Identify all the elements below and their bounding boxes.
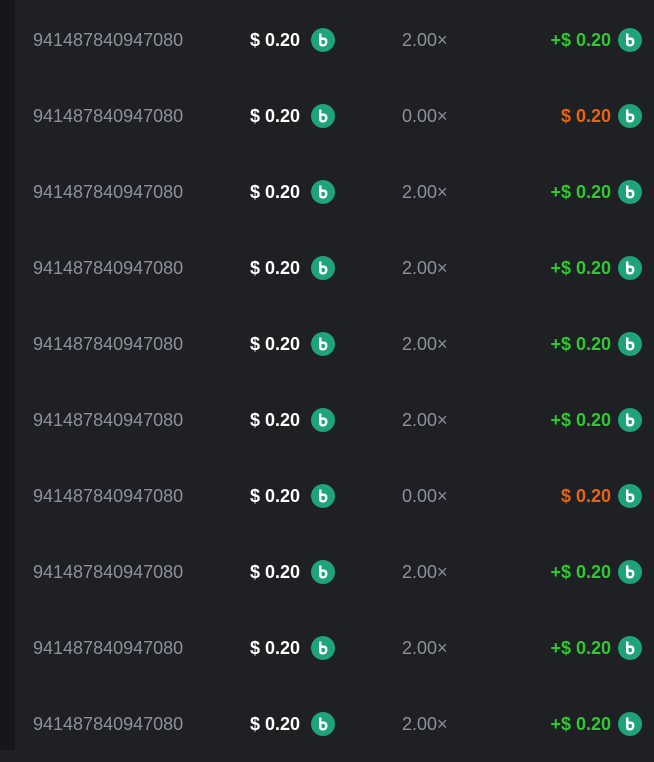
bet-row: 941487840947080 $ 0.20 0.00× $ 0.20 [15,458,654,534]
multiplier: 2.00× [402,562,448,582]
bet-id: 941487840947080 [33,30,184,50]
bet-id: 941487840947080 [33,562,184,582]
payout: +$ 0.20 [550,182,611,202]
coin-icon [311,408,335,432]
bet-amount: $ 0.20 [250,182,301,202]
multiplier: 2.00× [402,714,448,734]
bet-id: 941487840947080 [33,182,184,202]
payout: +$ 0.20 [550,410,611,430]
bet-row: 941487840947080 $ 0.20 2.00× +$ 0.20 [15,534,654,610]
coin-icon [311,332,335,356]
bet-row: 941487840947080 $ 0.20 2.00× +$ 0.20 [15,610,654,686]
payout: $ 0.20 [560,486,611,506]
coin-icon [618,484,642,508]
payout: +$ 0.20 [550,334,611,354]
coin-icon [618,104,642,128]
bet-amount: $ 0.20 [250,486,301,506]
bet-id: 941487840947080 [33,106,184,126]
bet-id: 941487840947080 [33,410,184,430]
coin-icon [618,636,642,660]
bet-amount: $ 0.20 [250,638,301,658]
bet-row: 941487840947080 $ 0.20 2.00× +$ 0.20 [15,154,654,230]
multiplier: 2.00× [402,258,448,278]
bet-id: 941487840947080 [33,714,184,734]
bet-amount: $ 0.20 [250,714,301,734]
bet-amount: $ 0.20 [250,258,301,278]
multiplier: 2.00× [402,30,448,50]
bet-amount: $ 0.20 [250,334,301,354]
bet-row: 941487840947080 $ 0.20 0.00× $ 0.20 [15,78,654,154]
coin-icon [311,256,335,280]
coin-icon [618,256,642,280]
bet-id: 941487840947080 [33,258,184,278]
coin-icon [311,104,335,128]
bet-row: 941487840947080 $ 0.20 2.00× +$ 0.20 [15,306,654,382]
coin-icon [618,408,642,432]
multiplier: 2.00× [402,410,448,430]
payout: $ 0.20 [560,106,611,126]
bet-row: 941487840947080 $ 0.20 2.00× +$ 0.20 [15,382,654,458]
bet-row: 941487840947080 $ 0.20 2.00× +$ 0.20 [15,2,654,78]
multiplier: 2.00× [402,638,448,658]
coin-icon [311,484,335,508]
bet-amount: $ 0.20 [250,410,301,430]
coin-icon [311,180,335,204]
payout: +$ 0.20 [550,30,611,50]
payout: +$ 0.20 [550,258,611,278]
coin-icon [618,332,642,356]
multiplier: 2.00× [402,182,448,202]
coin-icon [618,28,642,52]
coin-icon [311,28,335,52]
bet-amount: $ 0.20 [250,562,301,582]
multiplier: 0.00× [402,486,448,506]
bet-id: 941487840947080 [33,334,184,354]
coin-icon [618,560,642,584]
coin-icon [311,560,335,584]
coin-icon [311,636,335,660]
bet-row: 941487840947080 $ 0.20 2.00× +$ 0.20 [15,230,654,306]
coin-icon [311,712,335,736]
bet-row: 941487840947080 $ 0.20 2.00× +$ 0.20 [15,686,654,762]
coin-icon [618,712,642,736]
multiplier: 0.00× [402,106,448,126]
bet-id: 941487840947080 [33,638,184,658]
payout: +$ 0.20 [550,714,611,734]
coin-icon [618,180,642,204]
payout: +$ 0.20 [550,638,611,658]
multiplier: 2.00× [402,334,448,354]
bet-amount: $ 0.20 [250,30,301,50]
side-strip [0,0,15,750]
payout: +$ 0.20 [550,562,611,582]
bet-amount: $ 0.20 [250,106,301,126]
bet-id: 941487840947080 [33,486,184,506]
